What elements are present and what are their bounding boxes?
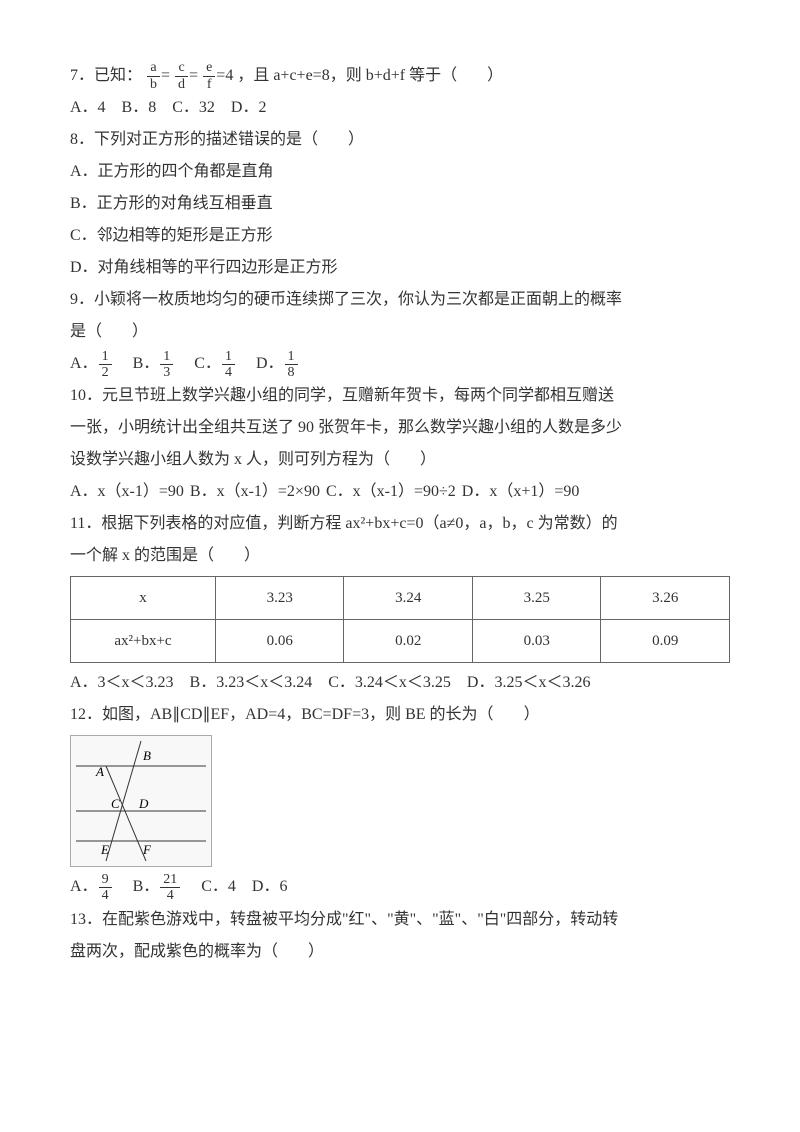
q9-stem2: 是（）: [70, 316, 730, 348]
q13-l1: 13．在配紫色游戏中，转盘被平均分成"红"、"黄"、"蓝"、"白"四部分，转动转: [70, 904, 730, 936]
q7-frac-ef: ef: [203, 60, 215, 92]
q12-options: A．94 B．214 C．4 D．6: [70, 871, 730, 903]
q13-l2: 盘两次，配成紫色的概率为（）: [70, 936, 730, 968]
svg-text:D: D: [138, 796, 149, 811]
svg-text:A: A: [95, 764, 104, 779]
q10-l1: 10．元旦节班上数学兴趣小组的同学，互赠新年贺卡，每两个同学都相互赠送: [70, 380, 730, 412]
q7-prefix: 7．已知：: [70, 67, 142, 84]
q12-frac-A: 94: [99, 872, 112, 904]
table-row: x 3.23 3.24 3.25 3.26: [71, 577, 730, 620]
q10-options: A．x（x-1）=90 B．x（x-1）=2×90 C．x（x-1）=90÷2 …: [70, 476, 730, 508]
q9-options: A．12 B．13 C．14 D．18: [70, 348, 730, 380]
table-row: ax²+bx+c 0.06 0.02 0.03 0.09: [71, 620, 730, 663]
q7-frac-ab: ab: [147, 60, 160, 92]
q8-stem: 8．下列对正方形的描述错误的是（）: [70, 124, 730, 156]
q8-D: D．对角线相等的平行四边形是正方形: [70, 252, 730, 284]
q11-table: x 3.23 3.24 3.25 3.26 ax²+bx+c 0.06 0.02…: [70, 576, 730, 663]
svg-text:C: C: [111, 796, 120, 811]
q9-frac-A: 12: [99, 349, 112, 381]
q7-stem: 7．已知： ab= cd= ef=4 ，且 a+c+e=8，则 b+d+f 等于…: [70, 60, 730, 92]
q9-stem1: 9．小颖将一枚质地均匀的硬币连续掷了三次，你认为三次都是正面朝上的概率: [70, 284, 730, 316]
q12-frac-B: 214: [160, 872, 180, 904]
svg-text:E: E: [100, 842, 109, 857]
q7-mid: ，且 a+c+e=8，则 b+d+f 等于（: [237, 67, 457, 84]
q8-A: A．正方形的四个角都是直角: [70, 156, 730, 188]
q12-figure: A B C D E F: [70, 735, 212, 867]
q11-options: A．3＜x＜3.23 B．3.23＜x＜3.24 C．3.24＜x＜3.25 D…: [70, 667, 730, 699]
svg-text:F: F: [142, 842, 152, 857]
q7-options: A．4 B．8 C．32 D．2: [70, 92, 730, 124]
q8-B: B．正方形的对角线互相垂直: [70, 188, 730, 220]
svg-text:B: B: [143, 748, 151, 763]
q8-C: C．邻边相等的矩形是正方形: [70, 220, 730, 252]
q7-frac-cd: cd: [175, 60, 188, 92]
q10-l2: 一张，小明统计出全组共互送了 90 张贺年卡，那么数学兴趣小组的人数是多少: [70, 412, 730, 444]
q10-l3: 设数学兴趣小组人数为 x 人，则可列方程为（）: [70, 444, 730, 476]
q11-l2: 一个解 x 的范围是（）: [70, 540, 730, 572]
q9-frac-D: 18: [285, 349, 298, 381]
q11-l1: 11．根据下列表格的对应值，判断方程 ax²+bx+c=0（a≠0，a，b，c …: [70, 508, 730, 540]
q12-stem: 12．如图，AB∥CD∥EF，AD=4，BC=DF=3，则 BE 的长为（）: [70, 699, 730, 731]
q9-frac-B: 13: [160, 349, 173, 381]
q9-frac-C: 14: [222, 349, 235, 381]
